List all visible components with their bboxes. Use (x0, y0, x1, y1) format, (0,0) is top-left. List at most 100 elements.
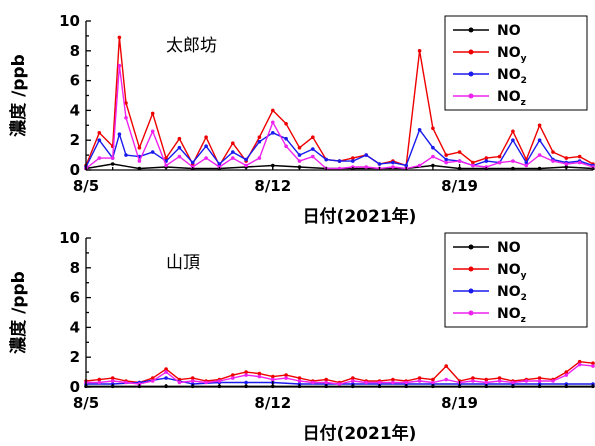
data-point (97, 131, 102, 135)
x-tick-label: 8/12 (254, 177, 291, 195)
data-point (377, 162, 382, 166)
legend-box (444, 232, 588, 328)
data-point (564, 370, 569, 374)
data-point (117, 132, 122, 136)
data-point (564, 162, 569, 166)
data-point (177, 145, 182, 150)
data-point (177, 136, 182, 141)
data-point (364, 153, 369, 157)
legend-label: NOz (497, 306, 526, 325)
legend-label: NO (497, 240, 521, 256)
y-tick-label: 4 (70, 318, 80, 336)
data-point (311, 147, 315, 151)
legend-swatch-marker (468, 49, 474, 55)
x-tick-label: 8/5 (73, 394, 99, 412)
data-point (524, 163, 529, 168)
site-label: 山頂 (166, 253, 200, 273)
data-point (311, 380, 315, 385)
legend-label: NO2 (497, 67, 527, 86)
data-point (551, 150, 555, 154)
data-point (484, 377, 489, 382)
data-point (110, 156, 115, 160)
data-point (577, 154, 582, 159)
data-point (497, 154, 502, 159)
data-point (537, 123, 542, 128)
data-point (391, 165, 395, 169)
data-point (97, 377, 102, 382)
data-point (150, 376, 155, 380)
data-point (404, 380, 409, 385)
data-point (244, 373, 248, 377)
series-line (85, 64, 594, 170)
data-point (257, 371, 262, 376)
y-tick-label: 8 (70, 259, 80, 277)
data-point (444, 364, 449, 368)
legend-label-subscript: y (521, 54, 527, 64)
data-point (284, 373, 288, 377)
legend-item-noz: NOz (453, 306, 526, 325)
data-point (124, 116, 128, 120)
data-point (257, 139, 262, 144)
data-point (431, 145, 435, 150)
data-point (404, 163, 409, 168)
legend-swatch-marker (468, 244, 474, 250)
data-point (391, 380, 395, 385)
data-point (190, 376, 195, 380)
legend-item-no: NO (453, 240, 521, 256)
data-point (124, 101, 128, 105)
data-point (351, 379, 355, 383)
legend-label-subscript: y (521, 271, 527, 281)
data-point (190, 379, 195, 383)
data-point (577, 362, 582, 367)
data-point (284, 122, 288, 126)
data-point (511, 380, 515, 385)
data-point (537, 376, 542, 380)
legend-item-no: NO (453, 23, 521, 39)
data-point (417, 128, 422, 132)
data-point (217, 162, 222, 166)
data-point (364, 380, 369, 385)
data-point (284, 144, 288, 148)
data-point (564, 156, 569, 160)
data-point (351, 376, 355, 380)
data-point (444, 153, 449, 157)
data-point (190, 160, 195, 165)
data-point (391, 377, 395, 382)
data-point (271, 374, 275, 379)
data-point (271, 131, 275, 135)
x-tick-label: 8/19 (441, 394, 478, 412)
data-point (471, 379, 475, 383)
data-point (137, 159, 142, 163)
data-point (110, 376, 115, 380)
data-point (117, 35, 122, 40)
data-point (297, 145, 302, 150)
data-point (110, 379, 115, 383)
y-axis-title: 濃度 /ppb (8, 54, 29, 137)
data-point (431, 126, 435, 131)
data-point (431, 154, 435, 159)
legend-swatch-marker (468, 288, 474, 294)
data-point (177, 380, 182, 385)
data-point (117, 63, 122, 68)
data-point (351, 159, 355, 163)
x-axis-title: 日付(2021年) (303, 423, 417, 444)
data-point (377, 380, 382, 385)
data-point (417, 376, 422, 380)
legend-label: NOz (497, 89, 526, 108)
series-line (85, 129, 594, 168)
data-point (231, 376, 235, 380)
legend-item-no2: NO2 (453, 67, 527, 86)
y-tick-label: 0 (70, 378, 80, 396)
legend-swatch-marker (468, 310, 474, 316)
data-point (351, 156, 355, 160)
y-tick-label: 10 (59, 229, 80, 247)
x-tick-label: 8/5 (73, 177, 99, 195)
legend-item-noy: NOy (453, 45, 527, 64)
y-tick-label: 4 (70, 101, 80, 119)
data-point (591, 364, 595, 368)
data-point (311, 154, 315, 159)
data-point (364, 165, 369, 169)
